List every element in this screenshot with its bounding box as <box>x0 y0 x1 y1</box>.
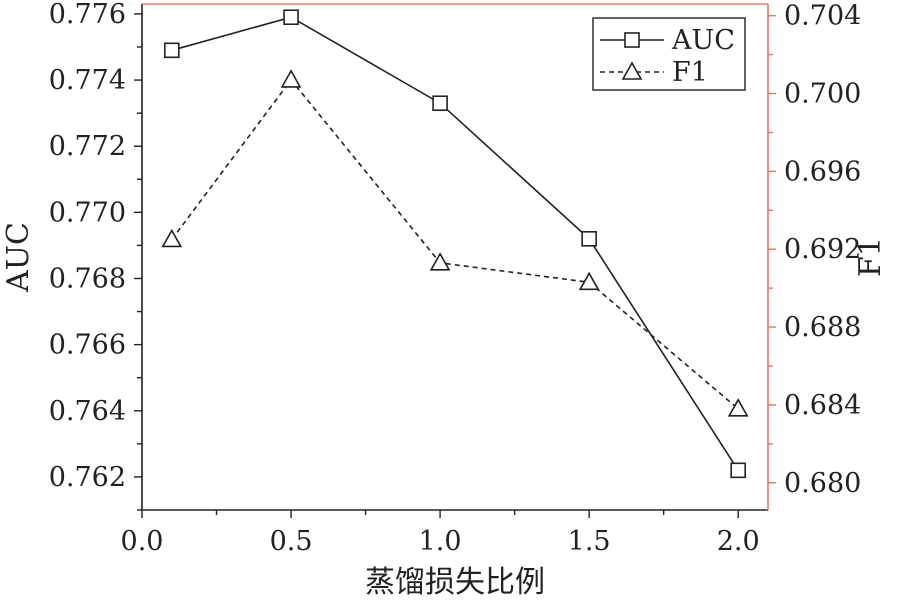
x-tick-label: 0.5 <box>270 526 313 557</box>
series-f1-point <box>429 252 451 271</box>
legend-item-f1: F1 <box>600 57 708 88</box>
left-y-tick-label: 0.770 <box>49 197 126 228</box>
legend-box <box>592 17 746 91</box>
x-axis: 0.0 0.5 1.0 1.5 2.0 <box>121 510 760 557</box>
left-y-axis-title: AUC <box>1 222 36 293</box>
right-y-tick-label: 0.700 <box>784 79 861 110</box>
left-y-tick-label: 0.776 <box>49 0 126 30</box>
left-y-tick-label: 0.774 <box>49 65 126 96</box>
series-auc-point <box>581 231 597 247</box>
series-auc-point <box>432 95 448 112</box>
left-y-axis: 0.762 0.764 0.766 0.768 0.770 0.772 0.774 0.776 <box>49 0 142 511</box>
series-f1-point <box>280 69 302 88</box>
right-y-axis-title: F1 <box>853 237 888 277</box>
left-y-tick-label: 0.762 <box>49 462 126 493</box>
right-y-tick-label: 0.704 <box>784 1 861 32</box>
legend-f1-triangle-marker <box>621 61 643 80</box>
left-y-tick-label: 0.766 <box>49 330 126 361</box>
series-f1-line <box>171 78 739 410</box>
legend-auc-label: AUC <box>671 25 735 56</box>
left-y-tick-label: 0.768 <box>49 263 126 294</box>
right-y-axis: 0.680 0.684 0.688 0.692 0.696 0.700 0.704 <box>768 1 861 499</box>
x-tick-label: 1.5 <box>568 526 611 557</box>
left-y-tick-label: 0.772 <box>49 131 126 162</box>
series-auc-point <box>283 9 299 26</box>
x-tick-label: 0.0 <box>121 526 164 557</box>
x-tick-label: 1.0 <box>419 526 462 557</box>
legend: AUC F1 <box>592 17 746 91</box>
right-y-tick-label: 0.696 <box>784 156 861 187</box>
right-y-tick-label: 0.684 <box>784 390 861 421</box>
right-y-tick-label: 0.688 <box>784 312 861 343</box>
series-layer <box>161 9 749 479</box>
right-y-tick-label: 0.680 <box>784 468 861 499</box>
x-axis-title: 蒸馏损失比例 <box>365 565 545 600</box>
series-auc-point <box>164 42 180 59</box>
legend-f1-label: F1 <box>672 57 708 88</box>
legend-auc-square-marker <box>624 32 640 48</box>
right-y-tick-label: 0.692 <box>784 234 861 265</box>
series-f1-point <box>727 398 749 417</box>
series-auc-point <box>730 462 746 479</box>
series-f1-point <box>578 271 600 291</box>
left-y-tick-label: 0.764 <box>49 396 126 427</box>
series-f1-point <box>161 228 183 248</box>
legend-item-auc: AUC <box>600 25 735 56</box>
x-tick-label: 2.0 <box>717 526 760 557</box>
